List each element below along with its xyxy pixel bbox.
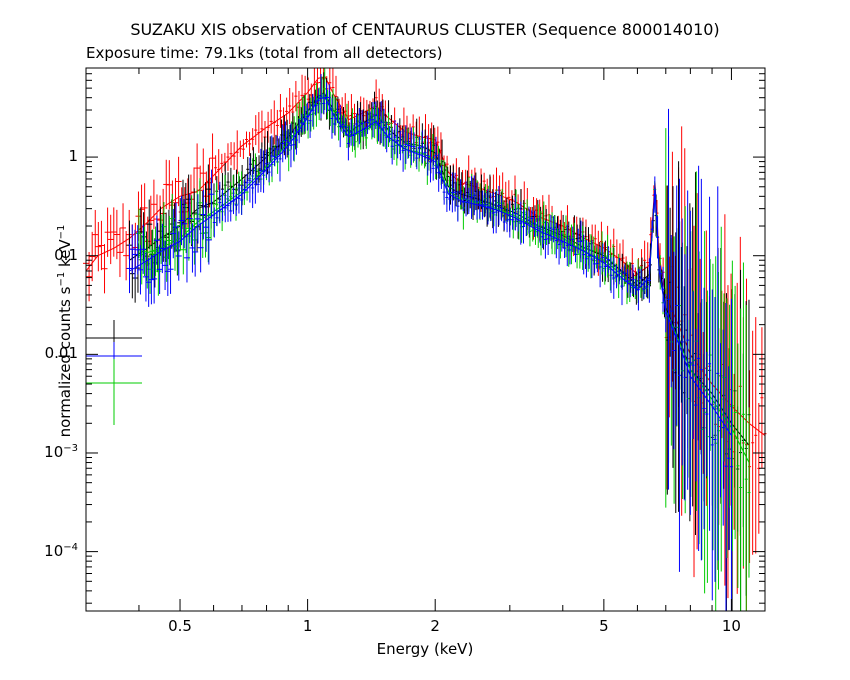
x-axis-label: Energy (keV) — [376, 640, 474, 658]
y-tick-label: 0.01 — [44, 344, 78, 363]
y-tick-exponent: −3 — [63, 442, 78, 454]
y-label-exp-2: −1 — [56, 224, 67, 240]
y-axis-label: normalized counts s−1 keV−1 — [56, 201, 74, 461]
legend-marker-2 — [86, 359, 142, 425]
plot-frame — [85, 67, 766, 612]
y-tick-label: 0.1 — [54, 245, 78, 264]
y-label-text: normalized counts s — [56, 286, 74, 438]
series-1-trace — [129, 94, 750, 446]
x-tick-label: 2 — [430, 617, 440, 635]
y-tick-exponent: −4 — [63, 541, 78, 553]
y-tick-label: 1 — [68, 147, 78, 166]
y-label-exp-1: −1 — [56, 271, 67, 287]
chart-subtitle: Exposure time: 79.1ks (total from all de… — [86, 44, 443, 62]
chart-title: SUZAKU XIS observation of CENTAURUS CLUS… — [130, 20, 720, 39]
legend-layer — [86, 320, 142, 425]
y-tick-label: 10−4 — [26, 542, 78, 560]
y-tick-base: 10 — [44, 541, 64, 560]
series-2-trace — [138, 96, 750, 463]
frame-layer — [85, 67, 766, 612]
y-label-unit: keV — [56, 239, 74, 272]
y-tick-label: 10−3 — [26, 443, 78, 461]
x-tick-label: 1 — [302, 617, 313, 635]
series-3 — [126, 74, 733, 611]
series-layer — [83, 68, 767, 611]
x-tick-label: 0.5 — [168, 617, 192, 635]
x-tick-label: 5 — [599, 617, 609, 635]
y-tick-base: 10 — [44, 442, 64, 461]
x-tick-label: 10 — [721, 617, 741, 635]
